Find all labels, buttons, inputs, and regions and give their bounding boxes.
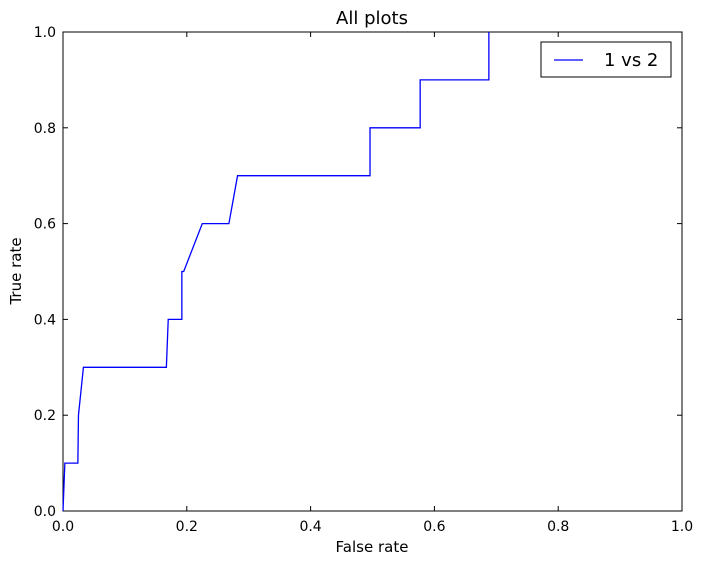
- x-axis-ticks: 0.0 0.2 0.4 0.6 0.8 1.0: [52, 32, 693, 535]
- legend: 1 vs 2: [540, 41, 672, 78]
- chart-title: All plots: [336, 8, 408, 29]
- y-tick-label: 0.0: [34, 504, 56, 520]
- x-tick-label: 0.0: [52, 519, 74, 535]
- y-tick-label: 0.8: [34, 121, 56, 137]
- series-layer: [62, 32, 490, 512]
- legend-label-1-vs-2: 1 vs 2: [604, 50, 658, 71]
- x-tick-label: 0.2: [176, 519, 198, 535]
- x-tick-label: 1.0: [671, 519, 693, 535]
- y-tick-label: 0.4: [34, 312, 56, 328]
- x-tick-label: 0.6: [423, 519, 445, 535]
- x-tick-label: 0.8: [547, 519, 569, 535]
- x-tick-label: 0.4: [299, 519, 321, 535]
- x-axis-label: False rate: [336, 538, 409, 556]
- series-line-1: [62, 32, 490, 512]
- y-tick-label: 1.0: [34, 25, 56, 41]
- plot-frame: [62, 31, 683, 512]
- plot-area: [62, 31, 683, 512]
- y-axis-ticks: 0.0 0.2 0.4 0.6 0.8 1.0: [34, 25, 682, 520]
- y-tick-label: 0.6: [34, 217, 56, 233]
- y-axis-label: True rate: [7, 237, 25, 305]
- y-tick-label: 0.2: [34, 408, 56, 424]
